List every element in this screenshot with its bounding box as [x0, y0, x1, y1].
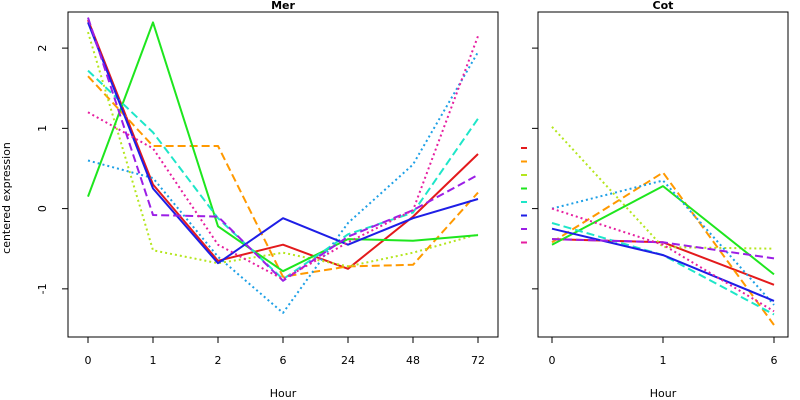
x-tick-label: 6 — [280, 354, 287, 367]
series-line-5 — [87, 69, 479, 281]
x-tick-label: 2 — [215, 354, 222, 367]
series-line-4 — [551, 185, 775, 276]
x-axis-label: Hour — [270, 387, 297, 400]
series-line-2 — [551, 171, 775, 326]
series-line-8 — [87, 17, 479, 282]
y-tick-label: 2 — [36, 45, 49, 52]
series-line-8 — [551, 238, 775, 260]
series-line-6 — [551, 179, 775, 306]
panel-cot: Cot 0 1 6 Hour — [532, 0, 789, 400]
series-line-4 — [87, 21, 479, 273]
panel-title: Mer — [271, 0, 295, 12]
plot-frame — [67, 11, 499, 338]
x-tick-label: 48 — [406, 354, 420, 367]
y-axis-label: centered expression — [0, 142, 13, 254]
series-line-3 — [87, 31, 479, 268]
series-line-1 — [87, 19, 479, 270]
y-tick-label: 0 — [36, 205, 49, 212]
panel-title: Cot — [653, 0, 674, 12]
x-tick-label: 6 — [771, 354, 778, 367]
series-line-9 — [551, 207, 775, 313]
series-line-3 — [551, 126, 775, 250]
y-tick-label: -1 — [36, 283, 49, 294]
x-tick-label: 0 — [85, 354, 92, 367]
series-line-6 — [87, 51, 479, 314]
series-line-7 — [87, 22, 479, 265]
x-tick-label: 1 — [150, 354, 157, 367]
x-tick-label: 72 — [471, 354, 485, 367]
x-tick-label: 24 — [341, 354, 355, 367]
plot-frame — [537, 11, 789, 338]
series-line-7 — [551, 227, 775, 302]
series-line-2 — [87, 75, 479, 278]
x-axis-label: Hour — [650, 387, 677, 400]
y-tick-label: 1 — [36, 125, 49, 132]
panel-mer: Mer 0 1 2 6 24 48 72 Hour -1 0 1 2 — [36, 0, 499, 400]
x-tick-label: 0 — [549, 354, 556, 367]
x-tick-label: 1 — [660, 354, 667, 367]
series-line-1 — [551, 238, 775, 286]
legend-color-key — [521, 147, 527, 244]
series-line-9 — [87, 35, 479, 281]
